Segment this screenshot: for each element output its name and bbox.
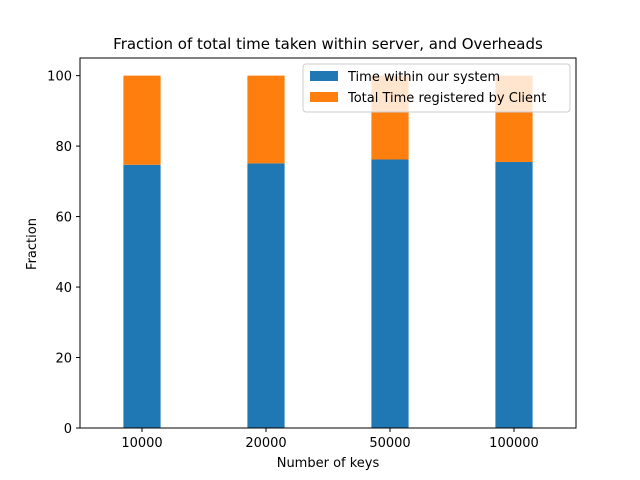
bar-client-20000 bbox=[247, 75, 285, 164]
bar-server-50000 bbox=[371, 159, 409, 428]
x-tick-label-50000: 50000 bbox=[369, 436, 410, 451]
legend-label-client: Total Time registered by Client bbox=[347, 91, 546, 106]
bars-layer bbox=[123, 75, 533, 428]
bar-server-10000 bbox=[123, 164, 161, 428]
chart-title: Fraction of total time taken within serv… bbox=[113, 35, 543, 53]
bar-server-20000 bbox=[247, 163, 285, 428]
axes-layer bbox=[79, 57, 577, 429]
x-tick-label-20000: 20000 bbox=[245, 436, 286, 451]
legend-swatch-client bbox=[310, 92, 338, 102]
bar-server-100000 bbox=[495, 161, 533, 428]
y-tick-label-60: 60 bbox=[55, 211, 72, 226]
legend-label-server: Time within our system bbox=[347, 70, 500, 85]
legend-swatch-server bbox=[310, 71, 338, 81]
y-axis-label: Fraction bbox=[25, 218, 40, 270]
x-axis-label: Number of keys bbox=[277, 456, 380, 471]
y-tick-label-40: 40 bbox=[55, 281, 72, 296]
y-tick-label-100: 100 bbox=[47, 70, 72, 85]
plot-frame bbox=[79, 57, 577, 429]
y-tick-label-20: 20 bbox=[55, 352, 72, 367]
y-tick-label-80: 80 bbox=[55, 140, 72, 155]
ticks-layer: 0 20 40 60 80 100 10000 20000 50000 100000 bbox=[47, 70, 539, 451]
bar-client-10000 bbox=[123, 75, 161, 165]
x-tick-label-100000: 100000 bbox=[489, 436, 539, 451]
x-tick-label-10000: 10000 bbox=[121, 436, 162, 451]
legend-box bbox=[302, 63, 571, 113]
legend: Time within our system Total Time registe… bbox=[302, 63, 571, 113]
y-tick-label-0: 0 bbox=[64, 422, 72, 437]
